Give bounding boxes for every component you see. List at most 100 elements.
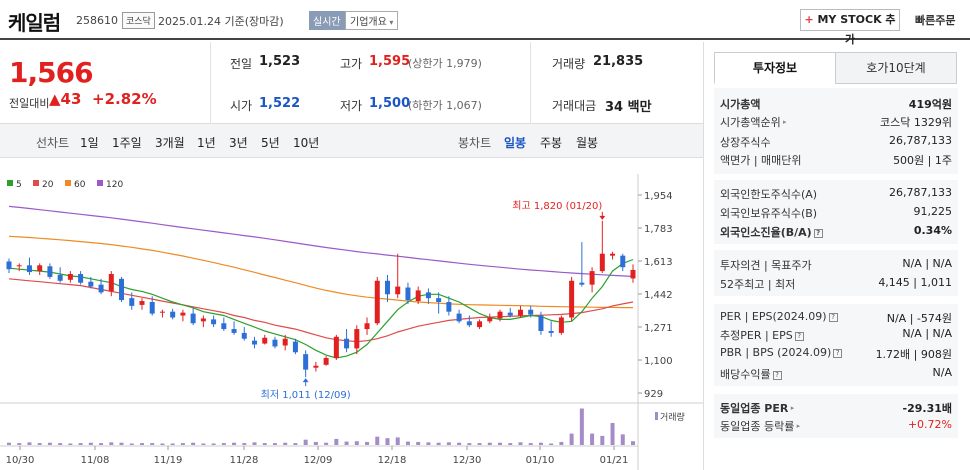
tab-3month[interactable]: 3개월 (155, 136, 185, 150)
info-row-value: +0.72% (907, 418, 952, 431)
y-tick-label: 929 (644, 389, 663, 400)
volume-bar (365, 441, 370, 445)
tab-daily[interactable]: 일봉 (504, 136, 527, 150)
volume-bar (7, 442, 11, 445)
y-tick-label: 1,613 (644, 257, 673, 268)
divider (530, 42, 531, 124)
legend-swatch (97, 180, 103, 186)
volume-bar (559, 441, 564, 445)
info-row[interactable]: 동일업종 PER ▸ -29.31배 (720, 400, 952, 418)
candle-body (466, 321, 472, 326)
candle-body (620, 255, 626, 268)
volume-bar (498, 442, 503, 445)
tab-1week[interactable]: 1주일 (112, 136, 142, 150)
mystock-add-button[interactable]: + MY STOCK 추가 (800, 9, 900, 46)
quick-order-button[interactable]: 빠른주문 (915, 14, 956, 27)
tab-investment-info[interactable]: 투자정보 (714, 52, 836, 84)
volume-bar (272, 443, 277, 445)
series-line-ma60 (8, 235, 633, 309)
tab-order-book[interactable]: 호가10단계 (835, 52, 957, 84)
candle-body (26, 265, 32, 273)
tab-10year[interactable]: 10년 (293, 136, 320, 150)
tab-weekly[interactable]: 주봉 (540, 136, 563, 150)
candle-body (272, 339, 278, 347)
help-icon[interactable]: ? (828, 313, 838, 322)
volume-bar (262, 443, 267, 445)
info-row-value: -29.31배 (902, 402, 952, 415)
volume-bar (180, 443, 185, 445)
x-tick-label: 01/21 (600, 455, 629, 466)
legend-label: 5 (16, 180, 22, 190)
candle-body (374, 280, 380, 324)
volume-bar (375, 436, 380, 445)
investment-info-panel: 투자정보 호가10단계 시가총액 419억원 시가총액순위 ▸ 코스닥 1329위 상장… (703, 42, 970, 470)
candle-body (190, 313, 196, 324)
help-icon[interactable]: ? (833, 349, 843, 358)
tab-3year[interactable]: 3년 (229, 136, 248, 150)
info-row-label: 52주최고 | 최저 (720, 278, 796, 291)
legend-label: 120 (106, 180, 123, 190)
candle-body (354, 329, 360, 349)
volume-bar (221, 443, 226, 445)
candle-body (436, 298, 442, 303)
info-row[interactable]: PER | EPS(2024.09)? N/A | -574원 (720, 310, 952, 328)
volume-bar (160, 443, 165, 445)
volume-bar (139, 443, 144, 445)
volume-bar (528, 443, 533, 445)
info-row[interactable]: 시가총액순위 ▸ 코스닥 1329위 (720, 114, 952, 132)
y-tick-label: 1,271 (644, 323, 673, 334)
volume-bar (426, 442, 431, 445)
volume-legend-label: 거래량 (660, 411, 685, 423)
volume-bar (37, 443, 42, 445)
amount-value: 34 백만 (605, 100, 652, 115)
candle-body (159, 311, 165, 313)
candle-body (57, 274, 63, 281)
info-row[interactable]: 외국인소진율(B/A)? 0.34% (720, 224, 952, 242)
change-percent: +2.82% (92, 90, 157, 108)
info-row-value: 91,225 (913, 205, 953, 218)
candle-body (129, 298, 135, 306)
x-tick-label: 10/30 (6, 455, 35, 466)
candle-body (548, 330, 554, 333)
chevron-down-icon: ▾ (386, 18, 394, 27)
info-row: 투자의견 | 목표주가 N/A | N/A (720, 257, 952, 275)
info-row-label: 배당수익률? (720, 366, 782, 382)
info-row[interactable]: 배당수익률? N/A (720, 366, 952, 384)
info-row[interactable]: PBR | BPS (2024.09)? 1.72배 | 908원 (720, 346, 952, 364)
help-icon[interactable]: ? (794, 332, 804, 341)
company-overview-button[interactable]: 기업개요 ▾ (345, 11, 399, 30)
help-icon[interactable]: ? (772, 371, 782, 380)
realtime-button[interactable]: 실시간 (309, 11, 345, 30)
info-row[interactable]: 동일업종 등락률 ▸ +0.72% (720, 418, 952, 436)
candle-body (180, 312, 186, 316)
x-tick-label: 11/19 (154, 455, 183, 466)
volume-bar (538, 442, 543, 445)
candle-body (282, 338, 288, 346)
candle-body (589, 271, 595, 285)
change-amount: ▲43 (49, 90, 82, 108)
candle-body (139, 301, 145, 305)
x-tick-label: 12/30 (453, 455, 482, 466)
candle-body (262, 337, 268, 344)
volume-bar (313, 441, 318, 445)
prev-close-value: 1,523 (259, 54, 301, 69)
info-row[interactable]: 추정PER | EPS? N/A | N/A (720, 327, 952, 345)
info-row-label: PER | EPS(2024.09)? (720, 310, 838, 323)
x-tick-label: 01/10 (526, 455, 555, 466)
info-row-value: 0.34% (913, 224, 952, 237)
candle-body (333, 336, 339, 359)
stock-header: 케일럼 258610 코스닥 2025.01.24 기준(장마감) 실시간 기업… (0, 0, 970, 46)
candle-body (16, 265, 22, 267)
tab-5year[interactable]: 5년 (261, 136, 280, 150)
tab-monthly[interactable]: 월봉 (576, 136, 599, 150)
legend-label: 20 (42, 180, 54, 190)
base-date-suffix: 기준(장마감) (224, 15, 284, 28)
tab-1year[interactable]: 1년 (197, 136, 216, 150)
help-icon[interactable]: ? (813, 229, 823, 238)
volume-bar (293, 443, 298, 445)
amount-label: 거래대금 (552, 99, 597, 113)
candle-body (78, 274, 84, 283)
tab-1day[interactable]: 1일 (80, 136, 99, 150)
volume-bar (487, 442, 492, 445)
high-value: 1,595 (369, 54, 411, 69)
